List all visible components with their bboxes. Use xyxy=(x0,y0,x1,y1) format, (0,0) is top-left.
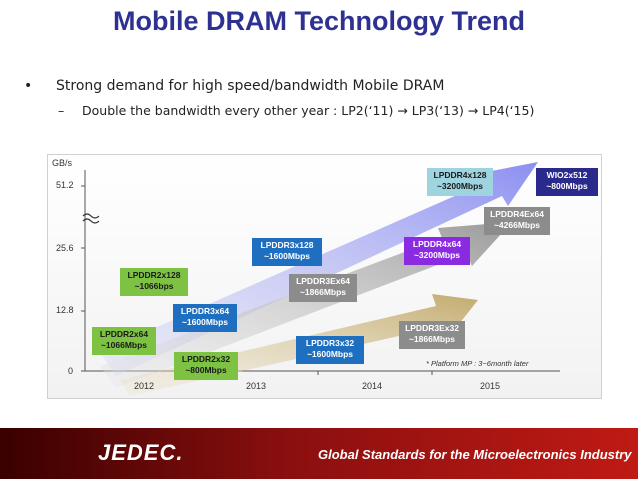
footer-banner xyxy=(0,428,638,479)
spec-box-speed: ~4266Mbps xyxy=(493,220,541,230)
x-tick-label: 2014 xyxy=(362,381,383,391)
spec-box-name: LPDDR4x128 xyxy=(433,170,487,180)
bullet-text: Strong demand for high speed/bandwidth M… xyxy=(56,78,445,94)
y-tick-label: 12.8 xyxy=(56,305,74,315)
jedec-logo: JEDEC. xyxy=(98,440,184,465)
spec-box-speed: ~1866Mbps xyxy=(408,334,456,344)
spec-box-name: LPDDR3x128 xyxy=(260,240,314,250)
y-tick-label: 25.6 xyxy=(56,243,74,253)
y-tick-label: 51.2 xyxy=(56,180,74,190)
y-tick-label: 0 xyxy=(68,366,74,376)
bullet-marker: • xyxy=(24,78,33,94)
spec-box-name: LPDDR2x32 xyxy=(181,354,231,364)
spec-box-speed: ~1066bps xyxy=(134,281,174,291)
spec-box-name: LPDDR3x32 xyxy=(305,338,355,348)
spec-box-lpddr3x32: LPDDR3x32 ~1600Mbps xyxy=(296,336,364,364)
spec-box-wio2x512: WIO2x512 ~800Mbps xyxy=(536,168,598,196)
sub-bullet-text: Double the bandwidth every other year : … xyxy=(82,103,535,118)
spec-box-name: LPDDR3Ex64 xyxy=(296,276,350,286)
spec-box-name: LPDDR3x64 xyxy=(180,306,230,316)
y-axis-unit: GB/s xyxy=(52,158,73,168)
spec-box-speed: ~1066Mbps xyxy=(100,340,148,350)
footer-tagline: Global Standards for the Microelectronic… xyxy=(318,447,632,462)
spec-box-lpddr2x128: LPDDR2x128 ~1066bps xyxy=(120,268,188,296)
sub-bullet-marker: – xyxy=(58,103,65,118)
spec-box-speed: ~1866Mbps xyxy=(299,287,347,297)
x-tick-label: 2012 xyxy=(134,381,155,391)
x-tick-label: 2015 xyxy=(480,381,501,391)
spec-box-lpddr4x64: LPDDR4x64 ~3200Mbps xyxy=(404,237,470,265)
spec-box-lpddr2x64: LPDDR2x64 ~1066Mbps xyxy=(92,327,156,355)
spec-box-name: LPDDR4x64 xyxy=(412,239,462,249)
spec-box-speed: ~1600Mbps xyxy=(306,349,354,359)
spec-box-lpddr4x128: LPDDR4x128 ~3200Mbps xyxy=(427,168,493,196)
spec-box-name: LPDDR2x128 xyxy=(127,270,181,280)
spec-box-name: LPDDR3Ex32 xyxy=(405,323,459,333)
spec-box-lpddr2x32: LPDDR2x32 ~800Mbps xyxy=(174,352,238,380)
spec-box-name: LPDDR2x64 xyxy=(99,329,149,339)
spec-box-name: LPDDR4Ex64 xyxy=(490,209,544,219)
spec-box-speed: ~3200Mbps xyxy=(413,250,461,260)
spec-box-speed: ~1600Mbps xyxy=(263,251,311,261)
page-title: Mobile DRAM Technology Trend xyxy=(112,6,525,36)
spec-box-speed: ~800Mbps xyxy=(185,365,227,375)
x-tick-label: 2013 xyxy=(246,381,267,391)
spec-box-lpddr4ex64: LPDDR4Ex64 ~4266Mbps xyxy=(484,207,550,235)
platform-footnote: * Platform MP : 3~6month later xyxy=(426,359,529,368)
spec-box-lpddr3x128: LPDDR3x128 ~1600Mbps xyxy=(252,238,322,266)
spec-box-speed: ~1600Mbps xyxy=(181,317,229,327)
spec-box-lpddr3x64: LPDDR3x64 ~1600Mbps xyxy=(173,304,237,332)
spec-box-speed: ~800Mbps xyxy=(546,181,588,191)
spec-box-name: WIO2x512 xyxy=(546,170,588,180)
spec-box-lpddr3ex32: LPDDR3Ex32 ~1866Mbps xyxy=(399,321,465,349)
spec-box-speed: ~3200Mbps xyxy=(436,181,484,191)
spec-box-lpddr3ex64: LPDDR3Ex64 ~1866Mbps xyxy=(289,274,357,302)
